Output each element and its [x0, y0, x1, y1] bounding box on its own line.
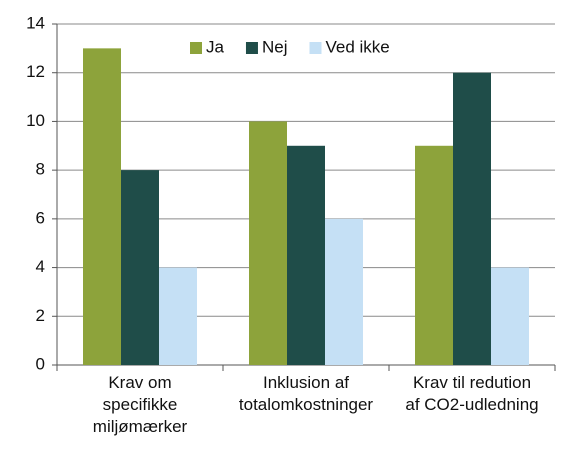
bar — [325, 218, 363, 365]
y-tick-label: 12 — [26, 62, 45, 81]
legend-label: Ved ikke — [325, 37, 389, 56]
y-tick-label: 8 — [36, 160, 45, 179]
legend-label: Ja — [206, 37, 225, 56]
y-tick-label: 6 — [36, 208, 45, 227]
bar — [83, 48, 121, 365]
bar — [249, 121, 287, 365]
x-tick-label: Inklusion af totalomkostninger — [238, 373, 374, 414]
y-tick-label: 2 — [36, 306, 45, 325]
bar — [453, 72, 491, 365]
x-tick-label: Krav om specifikke miljømærker — [92, 373, 188, 436]
bar — [287, 145, 325, 365]
bar — [159, 267, 197, 365]
y-tick-label: 0 — [36, 354, 45, 373]
legend-swatch — [190, 42, 202, 54]
x-tick-label: Krav til redution af CO2-udledning — [405, 373, 539, 414]
legend-label: Nej — [262, 37, 288, 56]
y-tick-label: 14 — [26, 13, 45, 32]
y-tick-label: 10 — [26, 111, 45, 130]
y-tick-label: 4 — [36, 257, 45, 276]
legend-swatch — [309, 42, 322, 54]
bar — [491, 267, 529, 365]
bar — [121, 170, 159, 365]
legend-swatch — [245, 42, 258, 54]
bar — [415, 145, 453, 365]
